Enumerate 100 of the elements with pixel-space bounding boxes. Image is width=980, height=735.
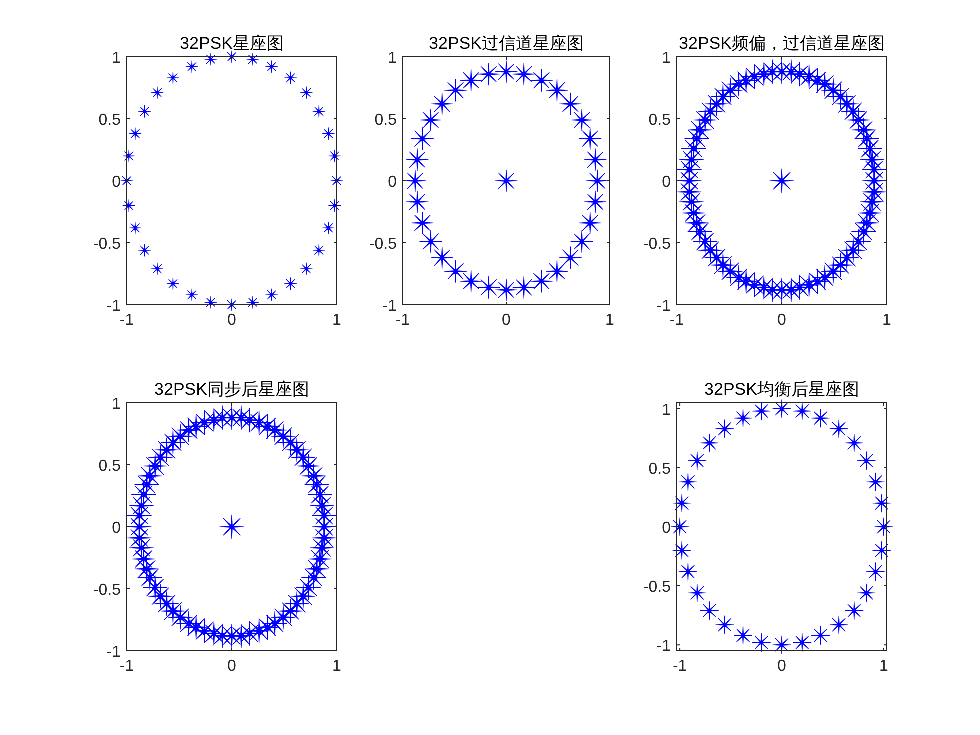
point [772, 400, 792, 418]
point [420, 230, 442, 254]
x-tick-label: 0 [502, 312, 512, 329]
point [460, 270, 483, 293]
x-tick-label: 0 [228, 658, 237, 675]
point [734, 409, 753, 428]
chart-title: 32PSK星座图 [180, 34, 284, 53]
point [138, 105, 152, 118]
point [411, 128, 434, 150]
point [246, 53, 260, 66]
y-tick-label: 0 [662, 520, 672, 537]
point [478, 276, 500, 299]
point [700, 602, 719, 620]
point [122, 150, 136, 162]
point [328, 150, 342, 162]
y-tick-label: -0.5 [369, 236, 398, 253]
point [559, 246, 582, 270]
point [122, 200, 136, 212]
point [300, 262, 313, 276]
point [151, 86, 164, 100]
point [872, 541, 892, 560]
point [584, 190, 607, 214]
point [284, 278, 298, 290]
y-tick-label: -1 [656, 298, 672, 315]
point [138, 244, 152, 257]
point [129, 222, 142, 234]
point [266, 60, 278, 74]
y-tick-label: -0.5 [643, 579, 672, 596]
chart-title: 32PSK过信道星座图 [429, 34, 584, 53]
point [866, 562, 886, 582]
point [495, 60, 518, 84]
y-tick-label: 1 [662, 402, 672, 419]
point [857, 452, 876, 470]
point [312, 105, 326, 118]
x-tick-label: 1 [879, 658, 888, 675]
point [411, 212, 434, 234]
point [166, 72, 180, 84]
point [460, 69, 483, 92]
y-tick-label: -0.5 [93, 582, 122, 599]
y-tick-label: 0 [662, 174, 672, 191]
point [322, 222, 335, 234]
point [811, 409, 830, 428]
point [688, 452, 707, 470]
y-tick-label: -1 [106, 644, 122, 661]
point [734, 626, 753, 645]
point [495, 170, 518, 192]
point [700, 434, 719, 452]
y-tick-label: 1 [662, 50, 672, 67]
point [328, 200, 342, 212]
point [478, 63, 500, 86]
point [584, 148, 607, 172]
point [530, 270, 553, 293]
point [716, 420, 734, 438]
point [546, 260, 569, 283]
point [246, 296, 260, 309]
point [570, 230, 594, 254]
y-tick-label: -0.5 [643, 236, 672, 253]
point [678, 472, 698, 492]
point [793, 633, 812, 652]
x-tick-label: 0 [778, 658, 787, 675]
point [186, 60, 198, 74]
x-tick-label: 1 [606, 312, 615, 329]
y-tick-label: 0.5 [374, 112, 398, 129]
point [845, 434, 864, 452]
point [752, 633, 771, 652]
x-tick-label: 1 [332, 312, 342, 329]
point [716, 616, 734, 634]
point [579, 212, 602, 234]
chart-title: 32PSK同步后星座图 [154, 380, 310, 399]
point [204, 296, 218, 309]
y-tick-label: 0.5 [648, 460, 672, 478]
y-tick-label: 0 [112, 520, 122, 537]
point [672, 494, 692, 513]
point [186, 288, 198, 302]
point [420, 108, 442, 132]
x-tick-label: -1 [672, 658, 688, 675]
y-tick-label: -0.5 [93, 236, 122, 253]
y-tick-label: 1 [112, 50, 122, 67]
chart-title: 32PSK频偏，过信道星座图 [679, 34, 885, 53]
y-tick-label: -1 [656, 638, 672, 656]
y-tick-label: 0.5 [98, 458, 122, 475]
point [512, 63, 536, 86]
point [830, 616, 848, 634]
chart-title: 32PSK均衡后星座图 [704, 380, 860, 399]
point [300, 86, 313, 100]
x-tick-label: 1 [882, 312, 892, 329]
point [866, 472, 886, 492]
point [570, 108, 594, 132]
x-tick-label: 1 [332, 658, 342, 675]
point [204, 53, 218, 66]
y-tick-label: 0.5 [98, 112, 122, 129]
y-tick-label: 1 [388, 50, 398, 67]
y-tick-label: 0 [388, 174, 398, 191]
point [672, 541, 692, 560]
point [444, 79, 468, 102]
y-tick-label: -1 [106, 298, 122, 315]
y-tick-label: 1 [112, 396, 122, 413]
point [772, 636, 792, 654]
point [129, 128, 142, 140]
point [322, 128, 335, 140]
